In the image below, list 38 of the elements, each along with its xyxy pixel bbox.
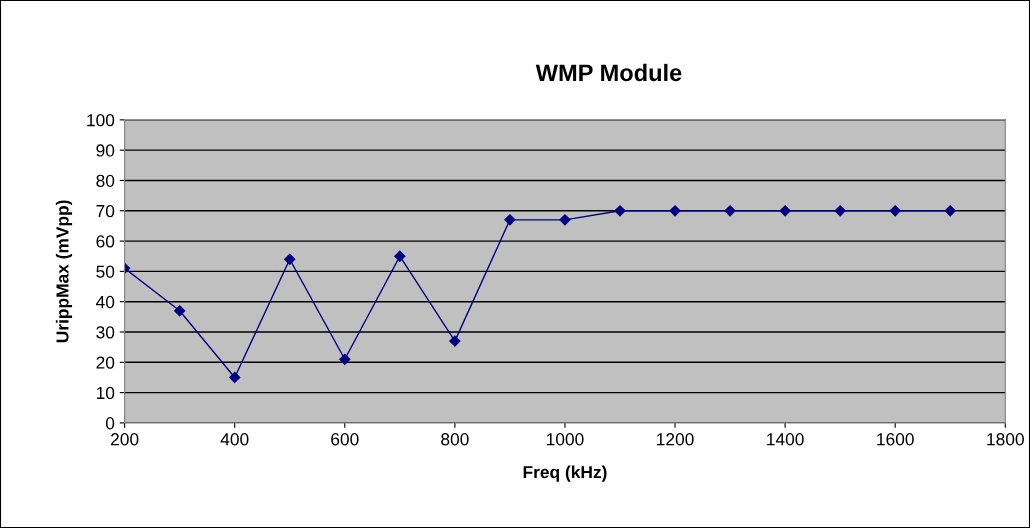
point [339, 353, 351, 365]
x-tick-label: 800 [441, 433, 469, 446]
point [614, 205, 626, 217]
point [504, 214, 516, 226]
x-tick-label: 200 [111, 433, 139, 446]
point [284, 253, 296, 265]
x-tick-label: 1400 [767, 433, 804, 446]
point [229, 371, 241, 384]
y-tick-label: 80 [96, 174, 115, 187]
x-tick-label: 400 [220, 433, 249, 446]
y-tick-label: 40 [96, 295, 115, 309]
point [559, 214, 571, 226]
y-axis-title: UrippMax (mVpp) [55, 200, 73, 343]
point [779, 205, 791, 217]
chart-title: WMP Module [535, 63, 682, 82]
x-tick-label: 1800 [987, 433, 1024, 446]
point [724, 205, 736, 217]
x-tick-label: 1600 [877, 433, 914, 446]
point [449, 335, 461, 347]
point [669, 205, 681, 217]
x-tick-label: 1000 [546, 433, 584, 446]
x-tick-label: 600 [331, 433, 359, 446]
point [394, 250, 406, 262]
y-tick-label: 90 [96, 144, 115, 157]
x-tick-label: 1200 [657, 433, 694, 446]
y-tick-label: 50 [96, 265, 115, 278]
y-tick-label: 30 [96, 326, 115, 339]
point [174, 305, 186, 317]
y-tick-label: 60 [96, 235, 115, 248]
point [834, 205, 846, 217]
y-tick-label: 20 [96, 356, 115, 369]
x-axis-title: Freq (kHz) [523, 465, 607, 482]
y-tick-label: 0 [105, 417, 115, 430]
y-tick-label: 100 [87, 114, 115, 127]
point [889, 205, 901, 217]
point [944, 205, 956, 217]
y-tick-label: 70 [96, 204, 115, 218]
y-tick-label: 10 [96, 386, 115, 400]
